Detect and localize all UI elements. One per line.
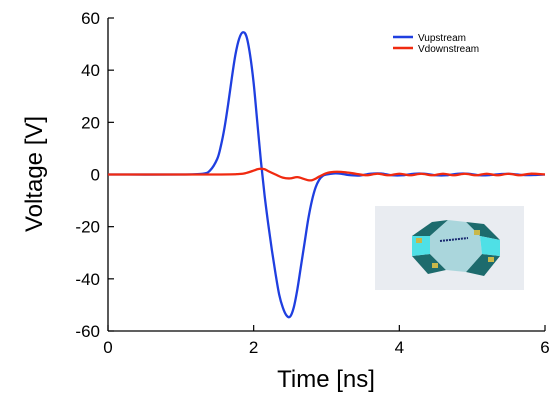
x-axis-title: Time [ns] [277, 366, 375, 393]
x-tick-label: 6 [540, 338, 549, 357]
y-tick-label: -60 [75, 322, 100, 341]
legend-label-vupstream: Vupstream [418, 33, 466, 44]
y-axis-title: Voltage [V] [21, 116, 48, 232]
series-lines [107, 31, 546, 319]
y-ticks: 60 40 20 0 -20 -40 -60 [75, 9, 114, 341]
y-tick-label: 0 [91, 166, 100, 185]
x-tick-label: 0 [103, 338, 112, 357]
y-tick-label: 60 [81, 9, 100, 28]
device-inset-image [375, 206, 524, 290]
y-tick-label: 40 [81, 61, 100, 80]
plot-area: 60 40 20 0 -20 -40 -60 0 2 4 6 [75, 9, 549, 357]
legend-label-vdownstream: Vdownstream [418, 44, 479, 55]
device-model-icon [412, 220, 500, 276]
y-tick-label: 20 [81, 113, 100, 132]
x-tick-label: 4 [395, 338, 404, 357]
series-line-vupstream [107, 31, 546, 319]
x-ticks: 0 2 4 6 [103, 325, 550, 357]
x-tick-label: 2 [249, 338, 258, 357]
legend: Vupstream Vdownstream [393, 33, 479, 55]
y-tick-label: -20 [75, 218, 100, 237]
series-line-vdownstream [107, 167, 546, 182]
y-tick-label: -40 [75, 270, 100, 289]
